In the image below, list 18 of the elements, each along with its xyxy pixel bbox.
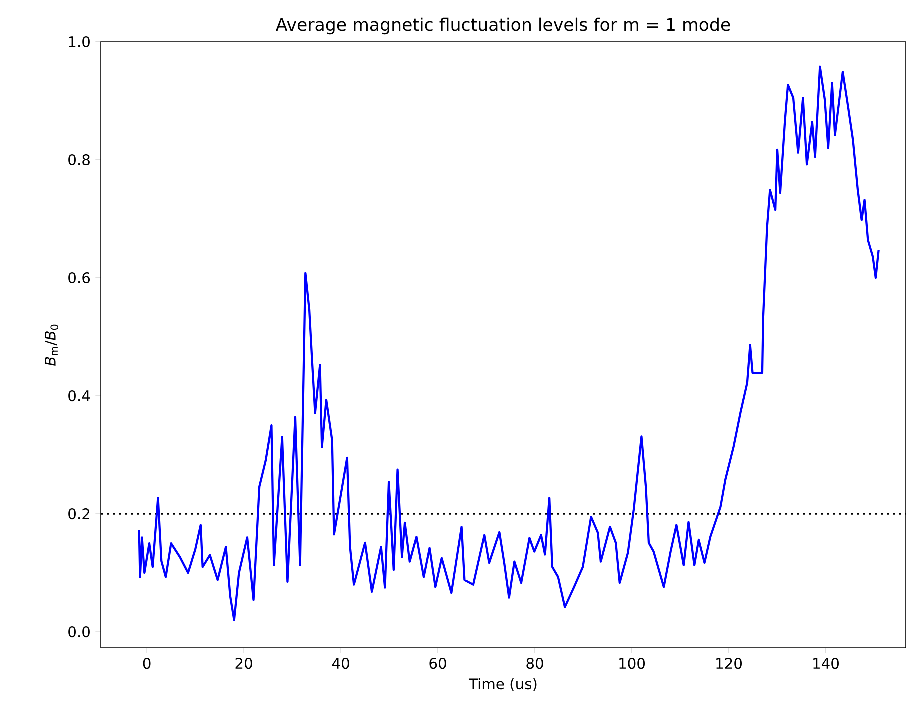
y-tick-label: 0.8: [68, 154, 90, 166]
y-tick-label: 0.6: [68, 272, 90, 284]
chart-title: Average magnetic fluctuation levels for m = 1 mode: [276, 18, 730, 35]
x-tick-label: 0: [143, 658, 151, 670]
line-series: [138, 66, 880, 622]
x-axis-title: Time (us): [468, 678, 537, 692]
x-tick-label: 80: [526, 658, 544, 670]
x-tick-label: 140: [814, 658, 839, 670]
x-tick-label: 40: [332, 658, 350, 670]
x-tick-label: 60: [430, 658, 446, 670]
x-tick-label: 100: [620, 658, 646, 670]
y-tick-label: 0.0: [68, 626, 90, 638]
x-tick-label: 120: [716, 658, 742, 670]
y-tick-label: 1.0: [69, 36, 90, 48]
x-tick-label: 20: [236, 658, 252, 670]
y-axis-title: B$_{m}$/B$_{0}$: [45, 324, 58, 366]
y-tick-label: 0.4: [68, 390, 90, 402]
y-tick-label: 0.2: [68, 508, 90, 520]
